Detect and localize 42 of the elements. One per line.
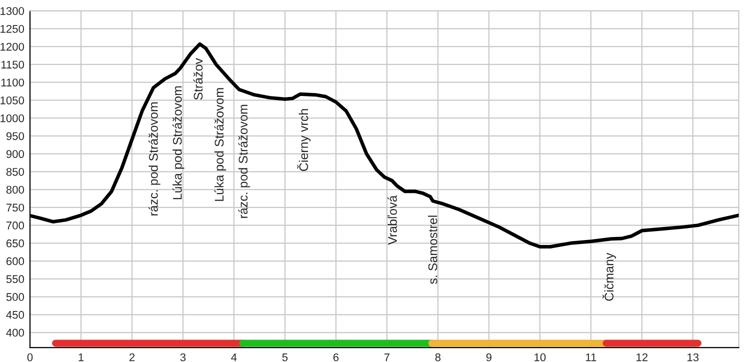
x-tick-label: 2 (129, 353, 135, 362)
x-tick-label: 10 (534, 353, 546, 362)
y-tick-label: 550 (6, 275, 24, 284)
y-tick-label: 1050 (0, 96, 24, 104)
y-tick-label: 1150 (1, 60, 24, 69)
annotation: rázc. pod Strážovom (238, 104, 250, 218)
y-tick-label: 1100 (1, 78, 24, 86)
x-tick-label: 12 (636, 353, 648, 362)
y-tick-label: 600 (6, 257, 24, 266)
x-tick-label: 0 (27, 353, 33, 362)
y-tick-label: 500 (6, 293, 24, 301)
annotation: Vrabľová (388, 195, 397, 245)
x-tick-label: 7 (384, 353, 390, 362)
y-tick-label: 700 (6, 222, 24, 230)
y-tick-label: 450 (6, 310, 24, 319)
x-tick-label: 6 (333, 353, 339, 362)
y-tick-label: 800 (6, 186, 24, 194)
annotation: Lúka pod Strážovom (172, 86, 184, 200)
y-tick-label: 650 (6, 239, 24, 248)
x-tick-label: 9 (486, 353, 492, 362)
y-tick-label: 1000 (0, 114, 24, 122)
annotation: s. Samostrel (428, 216, 438, 284)
y-tick-label: 750 (6, 204, 24, 212)
annotation: Čičmany (602, 252, 616, 301)
annotation: Lúka pod Strážovom (214, 88, 226, 201)
y-tick-label: 400 (6, 328, 24, 337)
annotation: Strážov (193, 58, 203, 100)
x-tick-label: 1 (78, 353, 84, 362)
x-tick-label: 5 (282, 353, 288, 362)
y-tick-label: 1200 (0, 42, 24, 51)
x-tick-label: 11 (586, 353, 596, 362)
x-tick-label: 13 (688, 353, 699, 362)
x-tick-label: 8 (435, 353, 441, 362)
y-tick-label: 1300 (0, 7, 24, 15)
x-tick-label: 3 (180, 353, 186, 362)
y-tick-label: 950 (6, 132, 24, 140)
annotation: Čierny vrch (297, 109, 311, 171)
y-tick-label: 900 (6, 150, 24, 158)
x-tick-label: 4 (231, 353, 237, 362)
annotation: rázc. pod Strážovom (148, 102, 160, 216)
y-tick-label: 1250 (0, 24, 24, 33)
y-tick-label: 850 (6, 168, 24, 176)
